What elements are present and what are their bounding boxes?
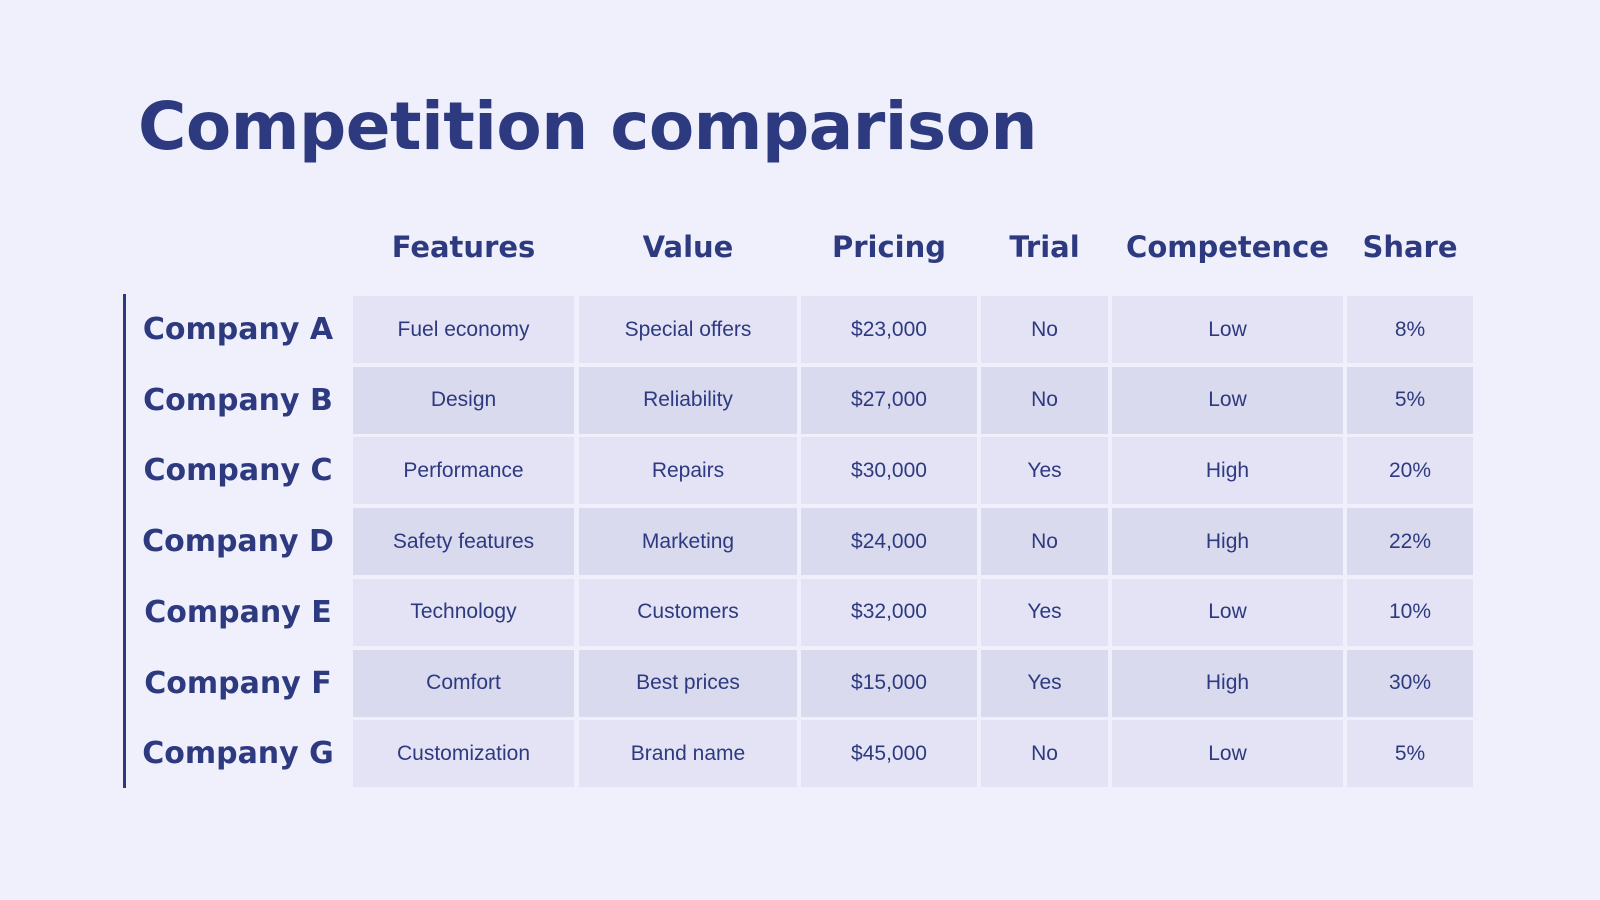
table-cell: Best prices bbox=[579, 649, 797, 717]
table-cell: $45,000 bbox=[801, 720, 977, 788]
table-cell: Brand name bbox=[579, 720, 797, 788]
table-cell: Reliability bbox=[579, 366, 797, 434]
table-cell: 10% bbox=[1347, 578, 1473, 646]
column-header: Value bbox=[642, 230, 734, 264]
row-label: Company E bbox=[144, 594, 332, 630]
row-label: Company B bbox=[143, 382, 333, 418]
column-header: Trial bbox=[1009, 230, 1080, 264]
column-header: Features bbox=[391, 230, 536, 264]
table-cell: Comfort bbox=[353, 649, 574, 717]
table-cell: Low bbox=[1112, 296, 1343, 363]
row-label: Company G bbox=[142, 736, 334, 772]
table-cell: Yes bbox=[981, 437, 1108, 505]
table-cell: 8% bbox=[1347, 296, 1473, 363]
table-cell: No bbox=[981, 366, 1108, 434]
table-cell: No bbox=[981, 720, 1108, 788]
table-cell: High bbox=[1112, 437, 1343, 505]
accent-bar bbox=[123, 294, 126, 788]
table-cell: Design bbox=[353, 366, 574, 434]
table-cell: No bbox=[981, 296, 1108, 363]
table-cell: Low bbox=[1112, 720, 1343, 788]
table-cell: No bbox=[981, 508, 1108, 576]
table-cell: Repairs bbox=[579, 437, 797, 505]
table-cell: Safety features bbox=[353, 508, 574, 576]
table-cell: $24,000 bbox=[801, 508, 977, 576]
column-header: Pricing bbox=[831, 230, 947, 264]
table-cell: 5% bbox=[1347, 366, 1473, 434]
title: Competition comparison bbox=[138, 88, 1038, 165]
table-cell: Yes bbox=[981, 649, 1108, 717]
table-cell: High bbox=[1112, 649, 1343, 717]
table-cell: Low bbox=[1112, 578, 1343, 646]
table-cell: Fuel economy bbox=[353, 296, 574, 363]
row-label: Company C bbox=[143, 453, 333, 489]
column-header: Share bbox=[1362, 230, 1458, 264]
table-cell: $27,000 bbox=[801, 366, 977, 434]
table-cell: Special offers bbox=[579, 296, 797, 363]
table-cell: Marketing bbox=[579, 508, 797, 576]
row-label: Company A bbox=[142, 312, 334, 347]
table-cell: 22% bbox=[1347, 508, 1473, 576]
table-cell: $23,000 bbox=[801, 296, 977, 363]
row-label: Company F bbox=[144, 665, 332, 701]
row-label: Company D bbox=[142, 524, 334, 560]
table-cell: Technology bbox=[353, 578, 574, 646]
table-cell: $30,000 bbox=[801, 437, 977, 505]
table-cell: Performance bbox=[353, 437, 574, 505]
column-header: Competence bbox=[1126, 230, 1329, 264]
table-cell: High bbox=[1112, 508, 1343, 576]
table-cell: $15,000 bbox=[801, 649, 977, 717]
table-cell: Customization bbox=[353, 720, 574, 788]
table-cell: Customers bbox=[579, 578, 797, 646]
table-cell: Yes bbox=[981, 578, 1108, 646]
table-cell: $32,000 bbox=[801, 578, 977, 646]
table-cell: 20% bbox=[1347, 437, 1473, 505]
table-cell: 5% bbox=[1347, 720, 1473, 788]
table-cell: 30% bbox=[1347, 649, 1473, 717]
table-cell: Low bbox=[1112, 366, 1343, 434]
